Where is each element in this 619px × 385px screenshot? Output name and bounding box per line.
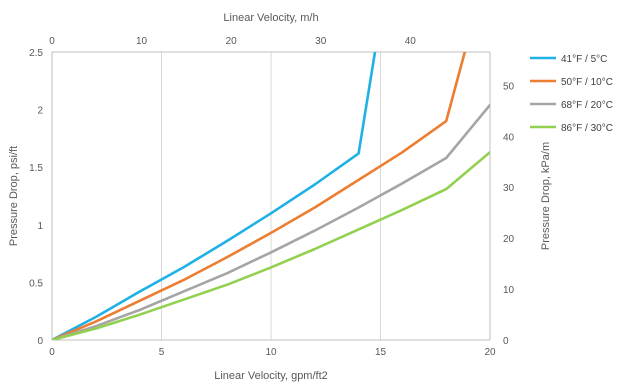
y-right-axis-title: Pressure Drop, kPa/m bbox=[540, 142, 552, 250]
legend-label: 41°F / 5°C bbox=[561, 54, 607, 65]
tick-labels: 0 5 10 15 20 0 10 20 30 40 0 0.5 1 1.5 2 2.5 0 10 20 30 40 50 bbox=[29, 36, 514, 358]
x-top-axis-title: Linear Velocity, m/h bbox=[223, 12, 318, 24]
y-right-tick-label: 0 bbox=[503, 336, 509, 347]
y-left-tick-label: 0.5 bbox=[29, 278, 43, 289]
series-line-1 bbox=[52, 52, 377, 340]
x-bottom-tick-label: 15 bbox=[375, 347, 387, 358]
y-left-tick-label: 1.5 bbox=[29, 163, 43, 174]
y-right-tick-label: 30 bbox=[503, 183, 515, 194]
legend-label: 68°F / 20°C bbox=[561, 100, 613, 111]
x-top-tick-label: 40 bbox=[405, 36, 417, 47]
x-top-tick-label: 0 bbox=[49, 36, 55, 47]
y-left-tick-label: 2 bbox=[37, 106, 43, 117]
y-left-tick-label: 2.5 bbox=[29, 48, 43, 59]
x-top-tick-label: 30 bbox=[315, 36, 327, 47]
y-left-axis-title: Pressure Drop, psi/ft bbox=[8, 146, 20, 246]
series-line-4 bbox=[52, 150, 490, 340]
y-left-tick-label: 1 bbox=[37, 221, 43, 232]
x-bottom-axis-title: Linear Velocity, gpm/ft2 bbox=[214, 370, 328, 382]
x-bottom-tick-label: 0 bbox=[49, 347, 55, 358]
x-bottom-tick-label: 10 bbox=[265, 347, 277, 358]
data-series bbox=[52, 52, 490, 340]
x-top-tick-label: 10 bbox=[136, 36, 148, 47]
axes bbox=[51, 51, 491, 341]
y-left-tick-label: 0 bbox=[37, 336, 43, 347]
x-bottom-tick-label: 5 bbox=[159, 347, 165, 358]
x-top-tick-label: 20 bbox=[226, 36, 238, 47]
y-right-tick-label: 20 bbox=[503, 234, 515, 245]
y-right-tick-label: 50 bbox=[503, 81, 515, 92]
legend-label: 86°F / 30°C bbox=[561, 123, 613, 134]
series-line-2 bbox=[52, 52, 467, 340]
x-bottom-tick-label: 20 bbox=[484, 347, 496, 358]
legend: 41°F / 5°C 50°F / 10°C 68°F / 20°C 86°F / 3… bbox=[530, 54, 613, 134]
legend-label: 50°F / 10°C bbox=[561, 77, 613, 88]
y-right-tick-label: 10 bbox=[503, 285, 515, 296]
y-right-tick-label: 40 bbox=[503, 132, 515, 143]
series-line-3 bbox=[52, 103, 490, 340]
